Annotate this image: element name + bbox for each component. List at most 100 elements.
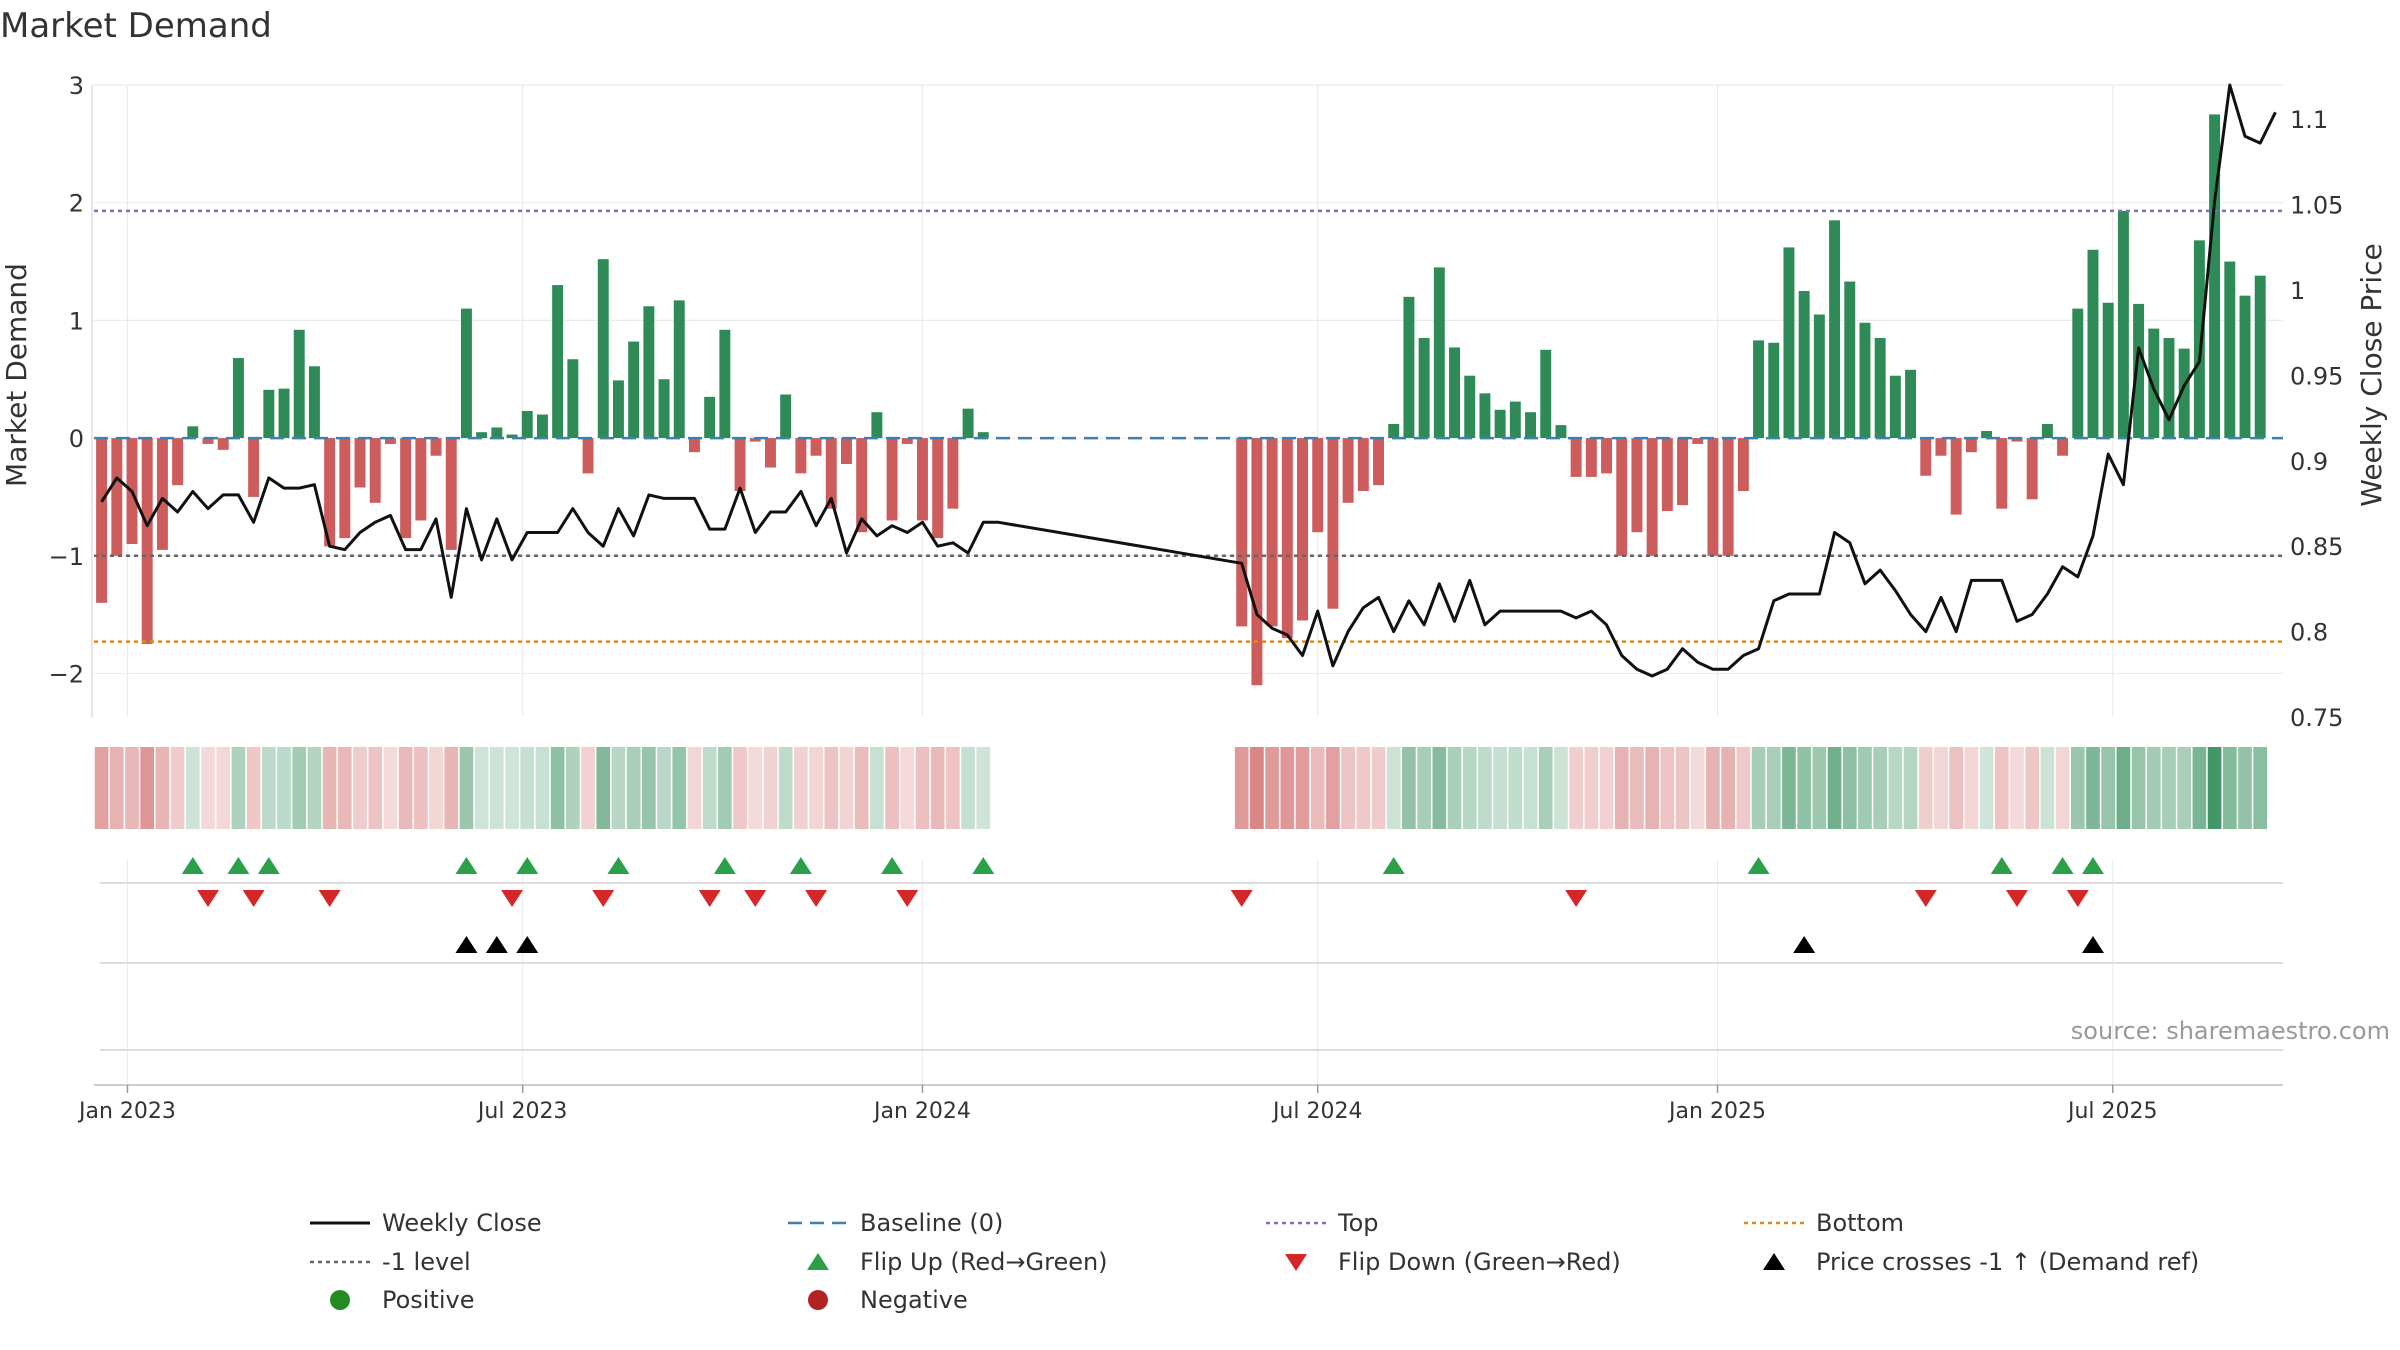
heat-cell-negative bbox=[1280, 747, 1295, 829]
heat-cell-positive bbox=[550, 747, 565, 829]
demand-bar-negative bbox=[369, 438, 381, 503]
heat-cell-positive bbox=[1858, 747, 1872, 829]
heat-cell-positive bbox=[1782, 747, 1796, 829]
y-tick-label-left: 1 bbox=[69, 307, 84, 335]
heat-cell-positive bbox=[2162, 747, 2176, 829]
heat-cell-negative bbox=[824, 747, 839, 829]
x-tick-label: Jan 2025 bbox=[1667, 1099, 1766, 1124]
heat-cell-negative bbox=[125, 747, 139, 829]
legend-label: Top bbox=[1337, 1209, 1379, 1237]
heat-cell-positive bbox=[520, 747, 535, 829]
heat-cell-negative bbox=[854, 747, 869, 829]
demand-bar-negative bbox=[1570, 438, 1582, 477]
signal-markers bbox=[181, 857, 2104, 953]
y-tick-label-right: 0.95 bbox=[2290, 362, 2343, 390]
demand-bar-positive bbox=[1798, 290, 1810, 439]
flip-down-marker bbox=[1565, 890, 1588, 907]
demand-bar-negative bbox=[156, 438, 168, 550]
demand-bar-positive bbox=[1540, 349, 1552, 439]
demand-bar-positive bbox=[1525, 412, 1537, 439]
demand-bar-negative bbox=[1692, 438, 1704, 444]
heat-cell-positive bbox=[1432, 747, 1447, 829]
heat-cell-negative bbox=[216, 747, 231, 829]
legend-item: Baseline (0) bbox=[788, 1209, 1003, 1237]
x-tick-label: Jan 2023 bbox=[77, 1099, 176, 1124]
heat-cell-negative bbox=[1918, 747, 1933, 829]
heat-cell-positive bbox=[307, 747, 322, 829]
flip-up-marker bbox=[972, 857, 995, 874]
heat-cell-positive bbox=[2207, 747, 2222, 829]
price-cross-marker bbox=[516, 936, 539, 953]
demand-bar-negative bbox=[1297, 438, 1308, 621]
heat-cell-negative bbox=[900, 747, 915, 829]
heat-cell-negative bbox=[1250, 747, 1264, 829]
heat-cell-positive bbox=[185, 747, 200, 829]
y-tick-label-left: 0 bbox=[69, 425, 84, 453]
legend-item: Negative bbox=[808, 1286, 968, 1314]
demand-bar-positive bbox=[1889, 375, 1901, 439]
axes: 3 2 1 0 −1 −2 1.1 1.05 1 0.95 0.9 0.85 0.8 0.75 bbox=[49, 72, 2343, 1086]
demand-bar-positive bbox=[719, 329, 731, 439]
demand-bar-positive bbox=[1874, 338, 1886, 439]
demand-bar-negative bbox=[1707, 438, 1719, 556]
heat-cell-positive bbox=[1873, 747, 1888, 829]
legend-label: Baseline (0) bbox=[860, 1209, 1003, 1237]
heat-cell-positive bbox=[292, 747, 307, 829]
flip-up-marker bbox=[2081, 857, 2104, 874]
heat-cell-positive bbox=[277, 747, 291, 829]
demand-bar-positive bbox=[2209, 114, 2221, 439]
x-tick-label: Jan 2024 bbox=[872, 1099, 971, 1124]
heat-cell-positive bbox=[1508, 747, 1523, 829]
demand-bar-positive bbox=[704, 396, 716, 439]
flip-down-marker bbox=[592, 890, 615, 907]
heat-cell-positive bbox=[778, 747, 793, 829]
price-cross-marker bbox=[485, 936, 508, 953]
flip-up-marker bbox=[257, 857, 280, 874]
heat-cell-negative bbox=[109, 747, 124, 829]
demand-bar-negative bbox=[1236, 438, 1248, 627]
heat-cell-negative bbox=[413, 747, 428, 829]
x-axis-ticks: Jan 2023 Jul 2023 Jan 2024 Jul 2024 Jan 2025… bbox=[77, 1085, 2158, 1124]
flip-down-marker bbox=[501, 890, 524, 907]
heat-cell-positive bbox=[1903, 747, 1918, 829]
demand-bar-negative bbox=[810, 438, 822, 456]
flip-up-marker bbox=[516, 857, 539, 874]
heat-cell-positive bbox=[961, 747, 975, 829]
legend-key-triangle-down bbox=[1285, 1254, 1307, 1271]
y-axis-left-label: Market Demand bbox=[0, 263, 33, 487]
heat-cell-positive bbox=[1888, 747, 1903, 829]
flip-down-marker bbox=[1914, 890, 1937, 907]
heat-cell-positive bbox=[474, 747, 489, 829]
demand-bar-positive bbox=[2178, 348, 2190, 439]
demand-bar-positive bbox=[552, 285, 564, 439]
demand-bar-negative bbox=[825, 438, 837, 509]
y-tick-label-right: 0.9 bbox=[2290, 448, 2328, 476]
heat-cell-negative bbox=[1356, 747, 1371, 829]
demand-bar-negative bbox=[1661, 438, 1673, 512]
price-cross-marker bbox=[2081, 936, 2104, 953]
demand-bar-positive bbox=[278, 388, 290, 439]
x-tick-label: Jul 2024 bbox=[1271, 1099, 1363, 1124]
demand-bar-positive bbox=[263, 389, 275, 439]
heat-cell-negative bbox=[1265, 747, 1279, 829]
demand-bar-negative bbox=[96, 438, 108, 603]
heat-cell-negative bbox=[885, 747, 899, 829]
heat-cell-positive bbox=[1554, 747, 1568, 829]
demand-bar-positive bbox=[612, 380, 624, 439]
demand-bar-negative bbox=[1585, 438, 1597, 477]
heat-cell-positive bbox=[976, 747, 991, 829]
heat-cell-negative bbox=[1660, 747, 1675, 829]
demand-bar-negative bbox=[339, 438, 351, 539]
demand-bar-positive bbox=[491, 427, 503, 439]
legend-item: Flip Up (Red→Green) bbox=[807, 1248, 1108, 1276]
heat-cell-negative bbox=[140, 747, 155, 829]
demand-bar-negative bbox=[1616, 438, 1628, 556]
demand-bar-negative bbox=[764, 438, 776, 468]
legend-key-dot bbox=[330, 1290, 350, 1310]
flip-down-marker bbox=[197, 890, 220, 907]
demand-bar-positive bbox=[597, 259, 609, 439]
heat-cell-positive bbox=[2086, 747, 2100, 829]
heat-cell-positive bbox=[459, 747, 474, 829]
flip-down-marker bbox=[1230, 890, 1253, 907]
heat-cell-negative bbox=[809, 747, 823, 829]
